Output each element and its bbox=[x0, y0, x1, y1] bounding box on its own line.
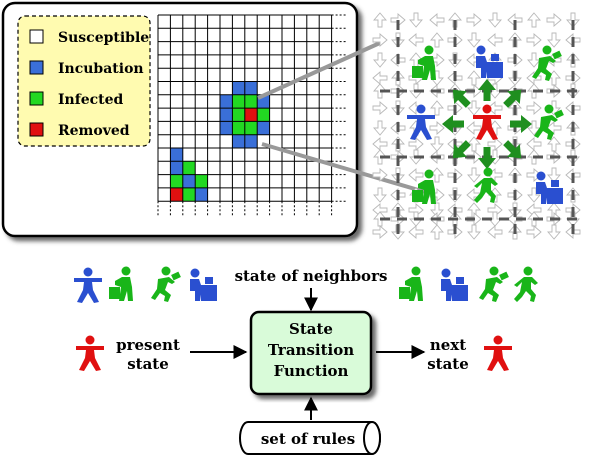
grid-cell bbox=[244, 81, 258, 95]
state-transition-function-box: State Transition Function bbox=[249, 310, 373, 396]
grid-cell bbox=[170, 187, 183, 202]
grid-cell bbox=[257, 108, 270, 122]
grid-cell bbox=[170, 161, 183, 175]
function-label-3: Function bbox=[274, 362, 349, 380]
legend-item: Removed bbox=[29, 122, 130, 139]
present-state-label-1: present bbox=[116, 336, 180, 354]
legend-swatch bbox=[29, 60, 44, 75]
incubating-person-icon bbox=[441, 268, 468, 301]
grid-cell bbox=[182, 161, 196, 175]
zoomed-neighborhood bbox=[372, 12, 581, 240]
automaton-grid bbox=[157, 14, 348, 216]
rules-cylinder: set of rules bbox=[239, 421, 381, 455]
legend-swatch bbox=[29, 91, 44, 106]
grid-cell bbox=[257, 121, 270, 135]
legend-label: Infected bbox=[58, 92, 124, 108]
legend-item: Incubation bbox=[29, 60, 144, 77]
infected-person-icon bbox=[514, 266, 538, 302]
neighbors-icons-right bbox=[399, 266, 538, 302]
incubating-person-icon bbox=[74, 267, 102, 303]
grid-cell bbox=[195, 187, 208, 202]
grid-cell bbox=[170, 174, 183, 188]
legend-swatch bbox=[29, 29, 44, 44]
grid-cell bbox=[244, 121, 258, 135]
neighbors-icons-left bbox=[74, 266, 217, 303]
grid-cell bbox=[220, 108, 233, 122]
grid-cell bbox=[244, 134, 258, 148]
next-state-label-1: next bbox=[430, 336, 466, 354]
next-person-icon bbox=[484, 335, 512, 371]
grid-cell bbox=[232, 121, 245, 135]
grid-cell bbox=[220, 94, 233, 109]
legend-label: Susceptible bbox=[58, 30, 149, 46]
legend-item: Infected bbox=[29, 91, 124, 108]
grid-cell bbox=[195, 174, 208, 188]
infected-person-icon bbox=[151, 266, 181, 302]
grid-cell bbox=[244, 108, 258, 122]
legend-swatch bbox=[29, 122, 44, 137]
zoom-lines bbox=[257, 40, 433, 196]
infected-person-icon bbox=[479, 266, 509, 302]
next-state-label-2: state bbox=[427, 355, 469, 373]
legend-item: Susceptible bbox=[29, 29, 149, 46]
grid-cell bbox=[182, 187, 196, 202]
legend-label: Incubation bbox=[58, 61, 144, 77]
incubating-person-icon bbox=[190, 268, 217, 301]
infected-person-icon bbox=[399, 266, 423, 301]
incubating-person-icon bbox=[476, 45, 503, 78]
state-legend: Susceptible Incubation Infected Removed bbox=[17, 15, 151, 147]
function-label-2: Transition bbox=[268, 341, 354, 359]
rules-label: set of rules bbox=[261, 430, 355, 448]
function-label-1: State bbox=[289, 320, 333, 338]
infected-person-icon bbox=[109, 266, 133, 301]
legend-label: Removed bbox=[58, 123, 130, 139]
grid-cell bbox=[232, 81, 245, 95]
grid-cell bbox=[232, 134, 245, 148]
grid-cell bbox=[232, 94, 245, 109]
present-state-label-2: state bbox=[127, 355, 169, 373]
grid-cell bbox=[244, 94, 258, 109]
present-person-icon bbox=[76, 335, 104, 371]
grid-cell bbox=[220, 121, 233, 135]
grid-cell bbox=[232, 108, 245, 122]
spread-arrow-icon bbox=[442, 115, 464, 133]
spread-arrow-icon bbox=[478, 79, 496, 101]
grid-cell bbox=[182, 174, 196, 188]
neighbors-label: state of neighbors bbox=[235, 267, 388, 285]
grid-cell bbox=[170, 148, 183, 162]
